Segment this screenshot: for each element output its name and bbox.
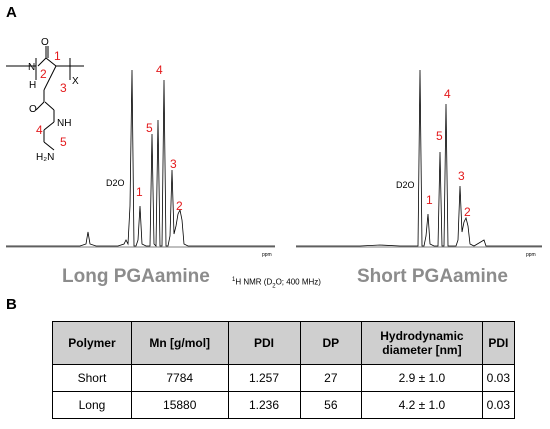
structure-number-2: 2	[40, 67, 47, 81]
structure-number-1: 1	[54, 49, 61, 63]
axis-unit-short: ppm	[526, 252, 536, 258]
panel-label-b: B	[6, 296, 17, 313]
chemical-structure	[6, 46, 84, 151]
peak-label-long-2: 2	[176, 199, 183, 213]
cell-diameter: 2.9 ± 1.0	[361, 364, 483, 392]
table-row: Short 7784 1.257 27 2.9 ± 1.0 0.03	[52, 364, 516, 392]
spectrum-title-short: Short PGAamine	[357, 266, 508, 287]
cell-diameter: 4.2 ± 1.0	[361, 391, 483, 419]
structure-number-5: 5	[60, 135, 67, 149]
cell-polymer: Long	[52, 391, 132, 419]
peak-label-short-5: 5	[436, 129, 443, 143]
structure-n-atom: N	[28, 62, 35, 73]
cell-pdi: 1.236	[227, 391, 301, 419]
cell-dp: 56	[299, 391, 363, 419]
structure-x-subscript: X	[72, 76, 79, 87]
solvent-label-short: D2O	[396, 180, 415, 190]
structure-o-amide: O	[29, 104, 37, 115]
peak-label-short-2: 2	[464, 205, 471, 219]
header-polymer: Polymer	[52, 321, 132, 365]
peak-label-short-4: 4	[444, 87, 451, 101]
header-hydrodynamic-diameter: Hydrodynamic diameter [nm]	[361, 321, 483, 365]
cell-mn: 7784	[130, 364, 229, 392]
cell-pdi: 1.257	[227, 364, 301, 392]
nmr-conditions-caption: 1H NMR (D2O; 400 MHz)	[232, 277, 321, 290]
structure-h-atom: H	[29, 80, 36, 91]
header-dp: DP	[299, 321, 363, 365]
peak-label-long-5: 5	[146, 121, 153, 135]
structure-nh-atom: NH	[57, 118, 71, 129]
peak-label-long-1: 1	[136, 185, 143, 199]
cell-dp: 27	[299, 364, 363, 392]
peak-label-short-1: 1	[426, 193, 433, 207]
axis-unit-long: ppm	[262, 252, 272, 258]
peak-label-long-4: 4	[156, 63, 163, 77]
structure-h2n-atom: H₂N	[36, 152, 54, 163]
peak-label-short-3: 3	[458, 169, 465, 183]
figure-panel-a: O N H X O NH H₂N 1 2 3 4 5 D2O 1 2 3 4 5…	[6, 37, 542, 258]
spectrum-title-long: Long PGAamine	[62, 266, 210, 287]
spectrum-trace-short	[296, 69, 542, 247]
header-pdi-dls: PDI	[481, 321, 516, 365]
cell-polymer: Short	[52, 364, 132, 392]
panel-label-a: A	[6, 4, 17, 21]
structure-o-atom: O	[41, 37, 49, 48]
nmr-spectrum-long: D2O 1 2 3 4 5 ppm	[6, 63, 275, 258]
polymer-properties-table: Polymer Mn [g/mol] PDI DP Hydrodynamic d…	[52, 321, 516, 419]
header-pdi: PDI	[227, 321, 301, 365]
peak-label-long-3: 3	[170, 157, 177, 171]
spectrum-trace-long	[6, 69, 275, 247]
cell-pdi-dls: 0.03	[481, 364, 516, 392]
cell-pdi-dls: 0.03	[481, 391, 516, 419]
nmr-spectrum-short: D2O 1 2 3 4 5 ppm	[296, 69, 542, 258]
table-header-row: Polymer Mn [g/mol] PDI DP Hydrodynamic d…	[52, 321, 516, 365]
cell-mn: 15880	[130, 391, 229, 419]
header-mn: Mn [g/mol]	[130, 321, 229, 365]
solvent-label-long: D2O	[106, 178, 125, 188]
structure-number-3: 3	[60, 81, 67, 95]
table-row: Long 15880 1.236 56 4.2 ± 1.0 0.03	[52, 391, 516, 419]
structure-number-4: 4	[36, 123, 43, 137]
